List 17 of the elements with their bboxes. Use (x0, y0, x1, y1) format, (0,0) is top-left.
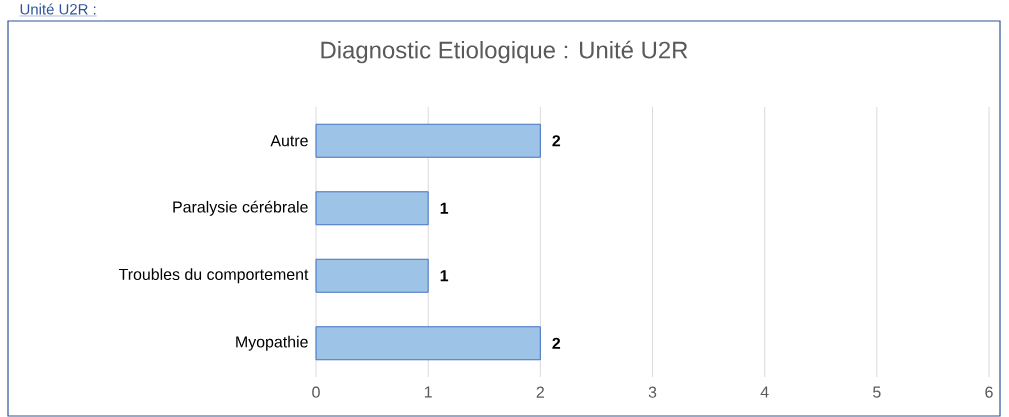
y-tick-label: Paralysie cérébrale (173, 200, 308, 216)
data-label: 2 (552, 337, 561, 349)
x-tick-label: 1 (424, 386, 432, 398)
data-label: 1 (440, 202, 449, 214)
x-tick-label: 2 (536, 386, 544, 398)
x-tick-label: 5 (873, 386, 881, 398)
y-tick-label: Myopathie (236, 335, 308, 351)
data-label: 2 (552, 135, 561, 147)
data-label: 1 (440, 270, 449, 282)
chart-title: Diagnostic Etiologique : Unité U2R (321, 40, 688, 64)
y-tick-label: Troubles du comportement (118, 268, 309, 284)
y-tick-label: Autre (270, 135, 308, 147)
x-tick-label: 6 (985, 386, 993, 398)
x-tick-label: 4 (760, 386, 769, 398)
x-tick-label: 0 (312, 386, 320, 398)
text: Unité U2R : (20, 3, 96, 15)
x-tick-label: 3 (648, 386, 657, 398)
